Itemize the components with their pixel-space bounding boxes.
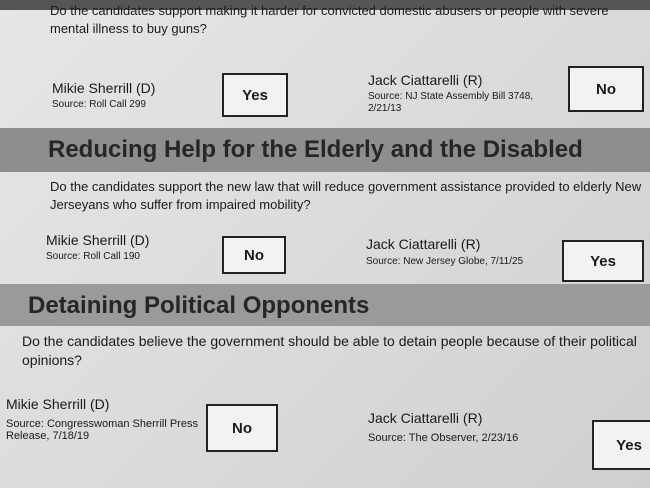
answer-box: Yes	[592, 420, 650, 470]
question: Do the candidates believe the government…	[22, 333, 637, 368]
section-title: Detaining Political Opponents	[28, 292, 370, 319]
source: Source: The Observer, 2/23/16	[368, 432, 519, 444]
source: Source: NJ State Assembly Bill 3748, 2/2…	[368, 91, 534, 114]
answer-box: No	[568, 66, 644, 112]
answer-box: Yes	[222, 73, 288, 117]
section-header	[0, 284, 650, 326]
section-header	[0, 0, 650, 10]
candidate-name: Jack Ciattarelli (R)	[366, 236, 481, 252]
source: Source: Congresswoman Sherrill Press Rel…	[6, 418, 198, 442]
candidate-name: Mikie Sherrill (D)	[6, 396, 110, 412]
candidate-name: Mikie Sherrill (D)	[46, 232, 150, 248]
question: Do the candidates support making it hard…	[50, 3, 609, 36]
source: Source: New Jersey Globe, 7/11/25	[366, 256, 524, 267]
answer-box: Yes	[562, 240, 644, 282]
source: Source: Roll Call 299	[52, 99, 146, 110]
candidate-name: Jack Ciattarelli (R)	[368, 72, 483, 88]
section-header	[0, 128, 650, 172]
candidate-name: Mikie Sherrill (D)	[52, 80, 156, 96]
answer-box: No	[206, 404, 278, 452]
source: Source: Roll Call 190	[46, 251, 140, 262]
question: Do the candidates support the new law th…	[50, 179, 642, 212]
section-title: Reducing Help for the Elderly and the Di…	[48, 136, 583, 163]
candidate-name: Jack Ciattarelli (R)	[368, 410, 483, 426]
answer-box: No	[222, 236, 286, 274]
